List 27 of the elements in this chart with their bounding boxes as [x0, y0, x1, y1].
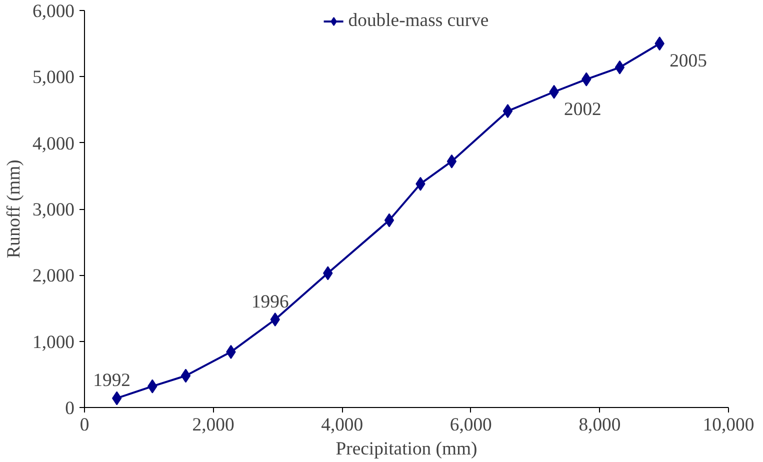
y-tick-label: 3,000 — [32, 200, 75, 220]
annotation: 2002 — [564, 98, 602, 120]
x-tick-label: 0 — [80, 414, 90, 436]
point — [270, 312, 280, 326]
annotation: 1992 — [93, 370, 130, 392]
y-tick-label: 4,000 — [32, 133, 75, 154]
x-tick-label: 2,000 — [192, 414, 234, 436]
point — [180, 368, 191, 383]
y-tick-label: 6,000 — [32, 1, 75, 22]
x-tick-label: 6,000 — [450, 414, 492, 436]
point — [384, 213, 394, 228]
point — [502, 104, 513, 118]
y-tick-label: 0 — [65, 398, 74, 419]
x-tick-label: 8,000 — [578, 414, 621, 436]
y-tick-label: 5,000 — [32, 67, 75, 88]
y-axis-title: Runoff (mm) — [4, 160, 25, 258]
x-tick-label: 4,000 — [321, 414, 364, 436]
annotation: 1996 — [251, 292, 289, 312]
x-axis-title: Precipitation (mm) — [336, 438, 478, 460]
y-tick-label: 2,000 — [32, 266, 75, 287]
point — [112, 391, 122, 406]
y-tick-label: 1,000 — [32, 332, 75, 353]
x-tick-label: 10,000 — [702, 414, 754, 436]
legend-label: double-mass curve — [348, 10, 489, 32]
annotation: 2005 — [670, 50, 707, 72]
point — [446, 154, 457, 168]
point — [614, 60, 625, 74]
